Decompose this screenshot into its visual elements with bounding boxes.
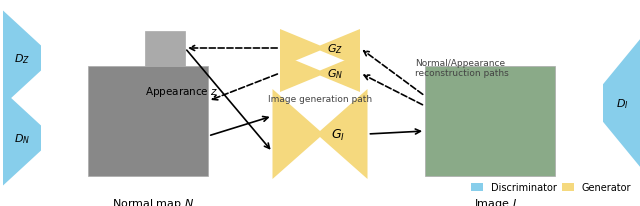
Text: Normal/Appearance
reconstruction paths: Normal/Appearance reconstruction paths bbox=[415, 59, 509, 78]
Polygon shape bbox=[280, 55, 320, 92]
Text: $G_N$: $G_N$ bbox=[327, 67, 343, 81]
Bar bbox=[88, 67, 208, 176]
Text: $D_N$: $D_N$ bbox=[14, 131, 30, 145]
Text: Image generation path: Image generation path bbox=[268, 95, 372, 103]
Polygon shape bbox=[320, 90, 367, 179]
Polygon shape bbox=[3, 12, 41, 106]
Text: $D_I$: $D_I$ bbox=[616, 97, 628, 110]
Polygon shape bbox=[320, 30, 360, 68]
Text: Image $I$: Image $I$ bbox=[474, 196, 516, 206]
Text: $G_Z$: $G_Z$ bbox=[327, 42, 343, 56]
Bar bbox=[425, 67, 555, 176]
Bar bbox=[145, 31, 185, 66]
Polygon shape bbox=[273, 90, 320, 179]
Legend: Discriminator, Generator: Discriminator, Generator bbox=[467, 178, 635, 196]
Polygon shape bbox=[603, 39, 640, 168]
Polygon shape bbox=[280, 30, 320, 68]
Text: $D_Z$: $D_Z$ bbox=[14, 52, 30, 66]
Text: $G_I$: $G_I$ bbox=[331, 127, 345, 142]
Polygon shape bbox=[320, 55, 360, 92]
Polygon shape bbox=[3, 91, 41, 186]
Text: Appearance $z$: Appearance $z$ bbox=[145, 85, 218, 98]
Text: Normal map $N$: Normal map $N$ bbox=[112, 196, 194, 206]
